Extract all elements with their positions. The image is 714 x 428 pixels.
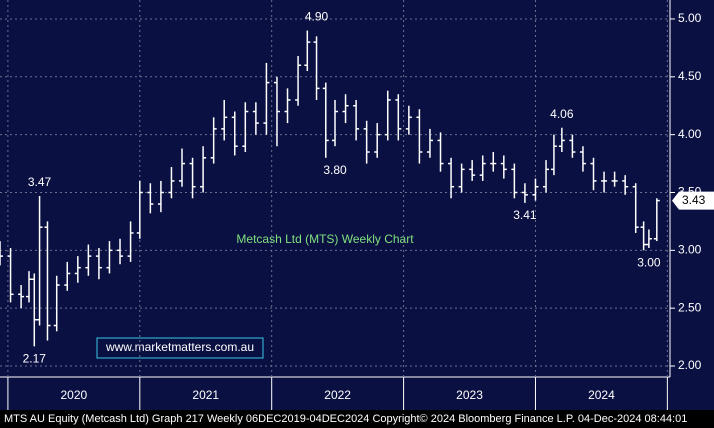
footer: MTS AU Equity (Metcash Ltd) Graph 217 We… [4, 413, 687, 425]
footer-background [0, 410, 714, 428]
y-tick-label: 2.50 [678, 300, 702, 314]
x-tick-label: 2022 [324, 388, 351, 402]
y-tick-label: 4.00 [678, 127, 702, 141]
last-price-tag [672, 191, 714, 210]
y-tick-label: 3.00 [678, 243, 702, 257]
y-tick-label: 4.50 [678, 69, 702, 83]
watermark-box [96, 337, 264, 359]
annotation: 3.80 [323, 163, 347, 177]
annotation: 4.90 [305, 10, 329, 24]
x-tick-label: 2024 [588, 388, 615, 402]
annotation: 3.47 [28, 175, 52, 189]
annotation: 4.06 [550, 107, 574, 121]
last-price-label: 3.43 [682, 193, 706, 207]
y-tick-label: 5.00 [678, 11, 702, 25]
x-tick-label: 2021 [192, 388, 219, 402]
x-tick-label: 2020 [61, 388, 88, 402]
annotation: 3.00 [637, 256, 661, 270]
y-tick-label: 2.00 [678, 358, 702, 372]
annotation: 3.41 [513, 208, 537, 222]
chart-title: Metcash Ltd (MTS) Weekly Chart [236, 232, 414, 246]
annotation: 2.17 [23, 352, 47, 366]
x-tick-label: 2023 [456, 388, 483, 402]
watermark: www.marketmatters.com.au [105, 340, 254, 354]
